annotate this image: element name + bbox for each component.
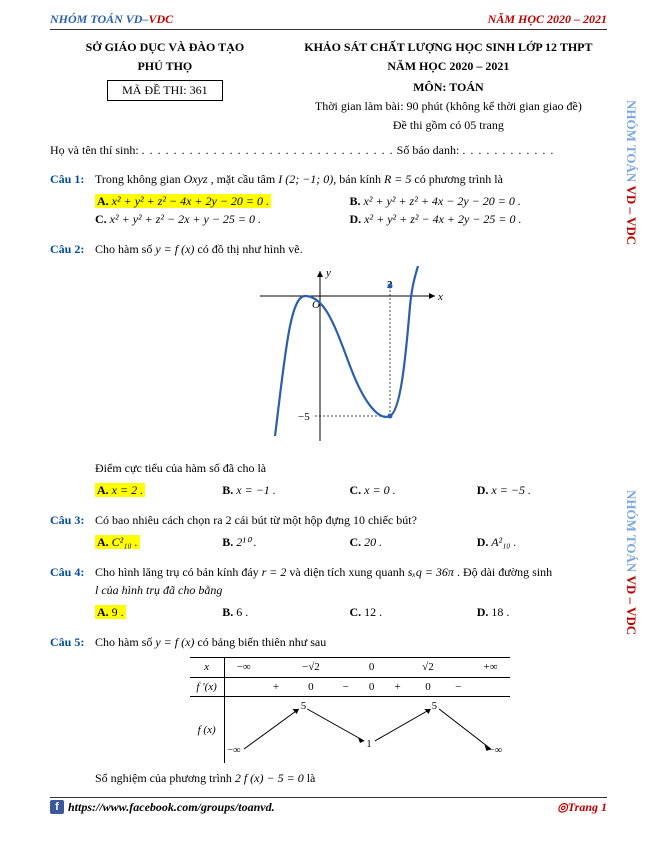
svg-text:−5: −5 (298, 411, 310, 423)
time-label: Thời gian làm bài: 90 phút (không kể thờ… (290, 99, 607, 114)
q1-label: Câu 1: (50, 170, 92, 188)
q1-choice-a: A. x² + y² + z² − 4x + 2y − 20 = 0 . (95, 192, 350, 210)
q2-choice-d: D. x = −5 . (477, 481, 604, 499)
svg-text:x: x (437, 291, 443, 303)
facebook-icon: f (50, 800, 64, 814)
title-label: KHẢO SÁT CHẤT LƯỢNG HỌC SINH LỚP 12 THPT (290, 40, 607, 55)
q2-label: Câu 2: (50, 240, 92, 258)
page-footer: f https://www.facebook.com/groups/toanvd… (50, 797, 607, 815)
q2-choice-b: B. x = −1 . (222, 481, 349, 499)
q5-label: Câu 5: (50, 633, 92, 651)
dept-label: SỞ GIÁO DỤC VÀ ĐÀO TẠO (50, 40, 280, 55)
doc-head: SỞ GIÁO DỤC VÀ ĐÀO TẠO PHÚ THỌ MÃ ĐỀ THI… (50, 40, 607, 133)
side-watermark-1: NHÓM TOÁN VD – VDC (623, 100, 639, 245)
q2-graph: O x y 2 −5 (95, 266, 604, 451)
q1-choice-d: D. x² + y² + z² − 4x + 2y − 25 = 0 . (350, 210, 605, 228)
question-5: Câu 5: Cho hàm số y = f (x) có bảng biến… (50, 633, 607, 787)
question-3: Câu 3: Có bao nhiêu cách chọn ra 2 cái b… (50, 511, 607, 551)
question-4: Câu 4: Cho hình lăng trụ có bán kính đáy… (50, 563, 607, 621)
school-year-label: NĂM HỌC 2020 – 2021 (290, 59, 607, 74)
q3-choice-d: D. A²₁₀ . (477, 533, 604, 551)
footer-page: ◎Trang 1 (557, 800, 607, 815)
q4-choice-a: A. 9 . (95, 603, 222, 621)
svg-text:−∞: −∞ (227, 745, 240, 756)
q3-choice-a: A. C²₁₀ . (95, 533, 222, 551)
group-label: NHÓM TOÁN VD–VDC (50, 12, 173, 27)
candidate-line: Họ và tên thí sinh: . . . . . . . . . . … (50, 143, 607, 158)
q3-label: Câu 3: (50, 511, 92, 529)
question-2: Câu 2: Cho hàm số y = f (x) có đồ thị nh… (50, 240, 607, 499)
q4-choice-d: D. 18 . (477, 603, 604, 621)
footer-url: https://www.facebook.com/groups/toanvd. (68, 800, 275, 815)
svg-text:y: y (325, 267, 331, 279)
ring-icon: ◎ (557, 800, 567, 814)
q5-sub: Số nghiệm của phương trình 2 f (x) − 5 =… (95, 769, 604, 787)
pages-label: Đề thi gồm có 05 trang (290, 118, 607, 133)
svg-text:5: 5 (301, 701, 306, 712)
year-label: NĂM HỌC 2020 – 2021 (488, 12, 607, 27)
question-1: Câu 1: Trong không gian Oxyz , mặt cầu t… (50, 170, 607, 228)
q1-choice-c: C. x² + y² + z² − 2x + y − 25 = 0 . (95, 210, 350, 228)
subject-label: MÔN: TOÁN (290, 80, 607, 95)
q2-choice-a: A. x = 2 . (95, 481, 222, 499)
svg-text:1: 1 (366, 739, 371, 750)
q4-choice-c: C. 12 . (350, 603, 477, 621)
q5-variation-table: x −∞ −√2 0 √2 +∞ f ′(x) + 0− 0+ 0− (190, 657, 510, 763)
page-top-header: NHÓM TOÁN VD–VDC NĂM HỌC 2020 – 2021 (50, 12, 607, 27)
exam-code: MÃ ĐỀ THI: 361 (107, 80, 222, 101)
q4-label: Câu 4: (50, 563, 92, 581)
q3-choice-b: B. 2¹⁰ . (222, 533, 349, 551)
q1-choice-b: B. x² + y² + z² + 4x − 2y − 20 = 0 . (350, 192, 605, 210)
province-label: PHÚ THỌ (50, 59, 280, 74)
svg-text:−∞: −∞ (488, 745, 501, 756)
svg-text:5: 5 (431, 701, 436, 712)
q3-choice-c: C. 20 . (350, 533, 477, 551)
q2-subtext: Điểm cực tiểu của hàm số đã cho là (95, 459, 604, 477)
top-rule (50, 29, 607, 30)
q2-choice-c: C. x = 0 . (350, 481, 477, 499)
side-watermark-2: NHÓM TOÁN VD – VDC (623, 490, 639, 635)
q4-choice-b: B. 6 . (222, 603, 349, 621)
